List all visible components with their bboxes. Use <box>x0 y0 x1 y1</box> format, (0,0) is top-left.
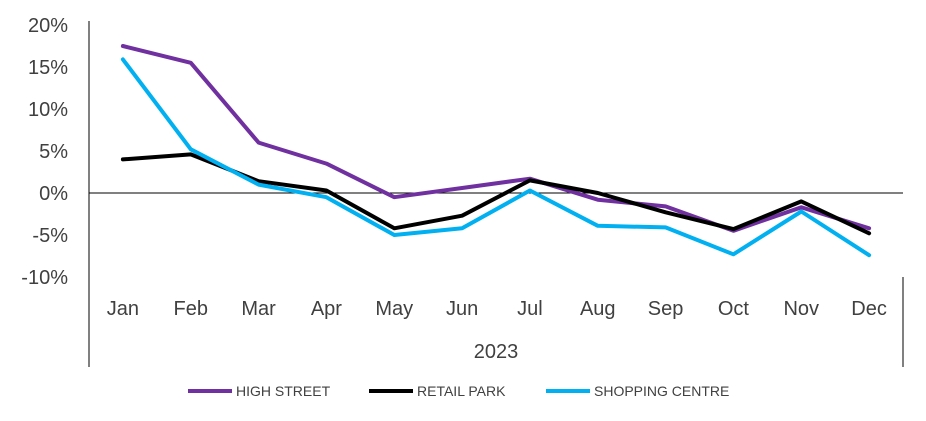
x-tick-labels: Jan Feb Mar Apr May Jun Jul Aug Sep Oct Nov Dec <box>107 298 887 320</box>
y-tick-label: 15% <box>28 57 68 79</box>
axes <box>88 21 904 367</box>
x-tick-label: May <box>375 298 413 320</box>
series-layer <box>120 44 872 258</box>
x-tick-label: Sep <box>648 298 684 320</box>
x-group-label: 2023 <box>474 341 519 363</box>
legend-label: HIGH STREET <box>236 383 331 399</box>
y-tick-label: 5% <box>39 141 68 163</box>
x-tick-label: Nov <box>783 298 819 320</box>
x-tick-label: Aug <box>580 298 616 320</box>
legend: HIGH STREET RETAIL PARK SHOPPING CENTRE <box>188 383 729 399</box>
x-tick-label: Mar <box>241 298 276 320</box>
x-tick-label: Jul <box>517 298 543 320</box>
y-tick-labels: 20% 15% 10% 5% 0% -5% -10% <box>21 15 68 289</box>
y-tick-label: 0% <box>39 183 68 205</box>
legend-label: SHOPPING CENTRE <box>594 383 729 399</box>
series-line-2 <box>120 57 872 258</box>
series-line-1 <box>120 152 872 236</box>
y-tick-label: -5% <box>32 225 68 247</box>
x-tick-label: Jan <box>107 298 139 320</box>
y-tick-label: -10% <box>21 267 68 289</box>
x-tick-label: Dec <box>851 298 887 320</box>
legend-label: RETAIL PARK <box>417 383 506 399</box>
x-tick-label: Jun <box>446 298 478 320</box>
y-tick-label: 10% <box>28 99 68 121</box>
series-line-0 <box>120 44 872 233</box>
x-tick-label: Feb <box>174 298 208 320</box>
x-tick-label: Oct <box>718 298 750 320</box>
x-tick-label: Apr <box>311 298 342 320</box>
y-tick-label: 20% <box>28 15 68 37</box>
